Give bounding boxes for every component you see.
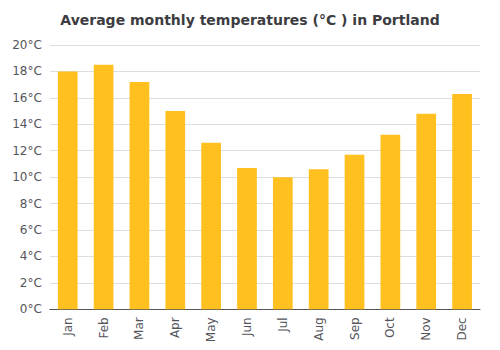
svg-text:10°C: 10°C	[12, 170, 42, 184]
svg-text:12°C: 12°C	[12, 144, 42, 158]
svg-text:Nov: Nov	[419, 317, 433, 340]
svg-text:14°C: 14°C	[12, 117, 42, 131]
svg-text:6°C: 6°C	[20, 223, 42, 237]
svg-text:Apr: Apr	[168, 317, 182, 338]
svg-text:Oct: Oct	[383, 317, 397, 338]
svg-text:0°C: 0°C	[20, 302, 42, 316]
svg-text:20°C: 20°C	[12, 38, 42, 52]
svg-text:May: May	[204, 317, 218, 342]
svg-text:Mar: Mar	[132, 317, 146, 340]
svg-text:16°C: 16°C	[12, 91, 42, 105]
svg-text:Jun: Jun	[240, 317, 254, 337]
svg-text:Aug: Aug	[312, 317, 326, 340]
svg-text:Jul: Jul	[276, 317, 290, 332]
svg-text:2°C: 2°C	[20, 276, 42, 290]
svg-text:8°C: 8°C	[20, 197, 42, 211]
svg-text:Jan: Jan	[61, 317, 75, 337]
svg-text:Average monthly temperatures (: Average monthly temperatures (°C ) in Po…	[60, 12, 439, 28]
svg-text:18°C: 18°C	[12, 64, 42, 78]
svg-text:Dec: Dec	[455, 317, 469, 340]
svg-text:Sep: Sep	[348, 317, 362, 340]
svg-text:Feb: Feb	[97, 317, 111, 338]
svg-text:4°C: 4°C	[20, 249, 42, 263]
